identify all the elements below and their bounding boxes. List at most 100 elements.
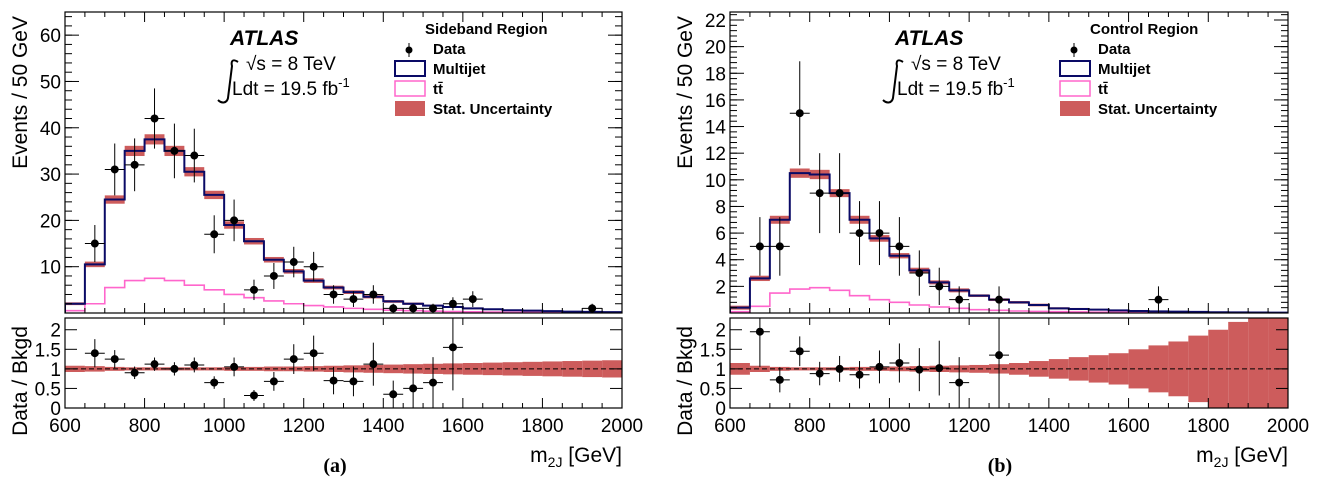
luminosity-label: Ldt = 19.5 fb-1 bbox=[897, 75, 1015, 100]
ratio-point bbox=[795, 347, 804, 356]
y-tick-label: 4 bbox=[715, 251, 726, 272]
data-point bbox=[389, 304, 398, 313]
ratio-point bbox=[915, 365, 924, 374]
x-tick-label: 800 bbox=[794, 416, 826, 437]
data-point bbox=[230, 216, 239, 225]
panel-label: (a) bbox=[323, 455, 346, 477]
legend-label: Stat. Uncertainty bbox=[433, 101, 553, 118]
legend-multijet-swatch bbox=[1059, 60, 1091, 77]
data-point bbox=[90, 239, 99, 248]
x-tick-label: 1200 bbox=[283, 416, 325, 437]
x-tick-label: 1400 bbox=[362, 416, 404, 437]
ratio-point bbox=[230, 362, 239, 371]
ratio-point bbox=[170, 364, 179, 373]
ratio-y-tick-label: 1 bbox=[715, 360, 726, 381]
legend-stat-swatch bbox=[1060, 101, 1090, 116]
ratio-point bbox=[448, 343, 457, 352]
legend-label: Data bbox=[1098, 41, 1131, 58]
ratio-uncertainty-band bbox=[789, 367, 810, 371]
main-plot-area bbox=[730, 61, 1288, 313]
ratio-point bbox=[895, 359, 904, 367]
x-tick-label: 1600 bbox=[1107, 416, 1149, 437]
data-point bbox=[775, 242, 784, 251]
luminosity-exponent: -1 bbox=[1003, 75, 1015, 90]
data-point bbox=[210, 230, 219, 239]
experiment-label: ATLAS bbox=[894, 27, 963, 50]
data-point bbox=[249, 285, 258, 294]
ratio-y-tick-label: 2 bbox=[715, 321, 726, 342]
ratio-y-tick-label: 0.5 bbox=[35, 379, 61, 400]
x-tick-label: 1000 bbox=[868, 416, 910, 437]
multijet-histogram bbox=[730, 172, 1288, 313]
integral-sign bbox=[882, 59, 904, 104]
data-point bbox=[329, 290, 338, 299]
y-tick-label: 50 bbox=[40, 72, 61, 93]
ratio-uncertainty-band bbox=[204, 367, 225, 371]
ratio-point bbox=[349, 377, 358, 386]
ttbar-histogram bbox=[65, 277, 622, 313]
legend-data-marker bbox=[1070, 46, 1078, 54]
legend-data-marker bbox=[405, 46, 413, 54]
ratio-point bbox=[329, 376, 338, 385]
y-tick-label: 20 bbox=[40, 211, 61, 232]
x-axis-title-unit: [GeV] bbox=[562, 444, 622, 467]
legend-stat-swatch bbox=[395, 101, 425, 116]
x-tick-label: 1400 bbox=[1028, 416, 1070, 437]
multijet-histogram bbox=[65, 138, 622, 313]
legend-label: Multijet bbox=[433, 61, 486, 78]
y-tick-label: 20 bbox=[705, 38, 726, 59]
ratio-uncertainty-band bbox=[749, 365, 770, 372]
legend-ttbar-swatch bbox=[1059, 80, 1091, 97]
ratio-point bbox=[835, 364, 844, 373]
energy-label: √s = 8 TeV bbox=[246, 54, 336, 75]
x-tick-label: 800 bbox=[129, 416, 161, 437]
ratio-point bbox=[855, 370, 864, 379]
main-plot-area bbox=[65, 88, 622, 313]
x-axis-title-unit: [GeV] bbox=[1228, 444, 1288, 467]
legend-label: Data bbox=[433, 41, 466, 58]
ratio-y-tick-label: 0 bbox=[715, 399, 726, 420]
data-point bbox=[170, 146, 179, 155]
legend-label: Multijet bbox=[1098, 61, 1151, 78]
ratio-point bbox=[210, 378, 219, 387]
data-point bbox=[130, 160, 139, 169]
ratio-point bbox=[389, 390, 398, 399]
ratio-y-tick-label: 1.5 bbox=[35, 340, 61, 361]
y-tick-label: 22 bbox=[705, 11, 726, 32]
ratio-point bbox=[429, 378, 438, 387]
y-axis-title: Events / 50 GeV bbox=[9, 16, 32, 169]
ratio-point bbox=[955, 378, 964, 387]
ratio-point bbox=[90, 349, 99, 358]
legend-multijet-swatch bbox=[394, 60, 426, 77]
integral-sign bbox=[217, 59, 239, 104]
ratio-y-axis-title: Data / Bkgd bbox=[9, 326, 32, 436]
y-tick-label: 14 bbox=[705, 118, 727, 139]
luminosity-value: Ldt = 19.5 fb bbox=[232, 79, 338, 100]
data-point bbox=[915, 269, 924, 278]
y-tick-label: 60 bbox=[40, 26, 61, 47]
region-title: Control Region bbox=[1090, 21, 1198, 38]
y-tick-label: 8 bbox=[715, 197, 726, 218]
y-tick-label: 30 bbox=[40, 165, 61, 186]
ratio-point bbox=[269, 377, 278, 386]
data-point bbox=[815, 189, 824, 198]
legend-label: Stat. Uncertainty bbox=[1098, 101, 1218, 118]
data-point bbox=[190, 151, 199, 160]
x-tick-label: 1800 bbox=[1187, 416, 1229, 437]
main-frame bbox=[64, 11, 623, 314]
ratio-point bbox=[249, 391, 258, 400]
data-point bbox=[289, 258, 298, 267]
x-axis-title-main: m bbox=[1196, 444, 1214, 467]
experiment-label: ATLAS bbox=[229, 27, 298, 50]
data-point bbox=[835, 189, 844, 198]
ratio-plot-area bbox=[65, 360, 622, 378]
ratio-point bbox=[309, 349, 318, 358]
x-axis-title-sub: 2J bbox=[1214, 454, 1229, 470]
y-tick-label: 40 bbox=[40, 119, 61, 140]
ratio-y-tick-label: 2 bbox=[50, 321, 61, 342]
data-point bbox=[1154, 295, 1163, 304]
ratio-point bbox=[190, 360, 199, 369]
y-tick-label: 6 bbox=[715, 224, 726, 245]
luminosity-label: Ldt = 19.5 fb-1 bbox=[232, 75, 350, 100]
